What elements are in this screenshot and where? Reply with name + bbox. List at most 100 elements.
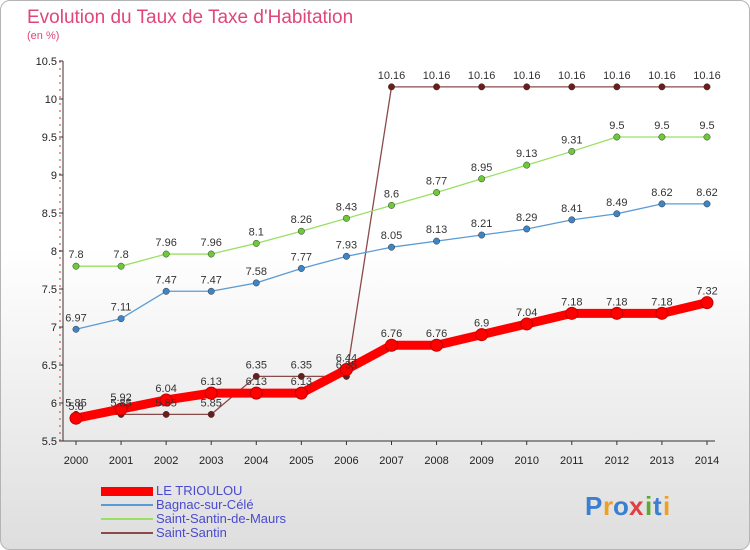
data-label: 6.97 [65,312,86,324]
x-tick-label: 2008 [424,455,448,467]
data-label: 8.62 [696,187,717,199]
data-point [72,325,80,333]
data-point [655,306,669,320]
data-label: 10.16 [468,70,496,82]
data-label: 6.76 [426,328,447,340]
legend-swatch [101,532,153,534]
data-label: 5.85 [155,397,176,409]
legend-label: Saint-Santin-de-Maurs [156,511,287,526]
y-tick-label: 5.5 [42,436,57,448]
data-point [297,227,305,235]
data-point [433,189,441,196]
data-point [478,175,486,183]
legend-swatch [101,504,153,506]
data-label: 7.58 [246,266,267,278]
y-tick-label: 8.5 [42,208,57,220]
svg-text:t: t [653,491,662,521]
data-label: 7.96 [201,237,222,249]
data-point [478,231,486,239]
x-tick-label: 2006 [334,455,358,467]
data-point [565,306,579,320]
data-point [297,265,305,272]
data-point [568,147,576,155]
data-point [568,83,576,91]
legend-swatch [101,518,153,520]
data-label: 9.13 [516,148,537,160]
data-label: 9.5 [699,120,714,132]
data-point [114,402,128,416]
y-tick-label: 6.5 [42,360,57,372]
svg-text:P: P [585,491,602,521]
x-tick-label: 2012 [605,455,629,467]
svg-text:i: i [645,491,652,521]
data-label: 7.18 [651,296,672,308]
data-label: 7.8 [113,249,128,261]
data-label: 6.76 [381,328,402,340]
data-label: 8.62 [651,187,672,199]
data-label: 7.8 [68,249,83,261]
data-label: 10.16 [603,70,631,82]
data-label: 8.41 [561,203,582,215]
data-point [339,363,353,377]
data-point [252,239,260,247]
data-point [610,306,624,320]
data-point [252,372,260,380]
data-point [69,411,83,425]
data-point [388,83,395,91]
data-point [388,201,395,209]
data-label: 6.04 [155,383,176,395]
data-label: 6.35 [246,359,267,371]
data-label: 8.6 [384,188,399,200]
data-label: 8.26 [291,214,312,226]
data-label: 8.95 [471,162,492,174]
legend-label: Bagnac-sur-Célé [156,497,254,512]
data-point [433,237,441,245]
data-label: 10.16 [558,70,586,82]
x-tick-label: 2004 [244,455,268,467]
data-label: 10.16 [693,70,721,82]
data-label: 5.85 [65,397,86,409]
data-point [207,287,215,295]
data-label: 6.13 [291,376,312,388]
data-label: 9.31 [561,134,582,146]
data-label: 8.21 [471,218,492,230]
data-point [700,296,714,310]
data-point [430,338,444,352]
x-tick-label: 2011 [560,455,584,467]
data-point [388,243,395,251]
data-label: 5.85 [110,397,131,409]
data-label: 7.96 [155,237,176,249]
y-tick-label: 9 [51,170,57,182]
data-label: 10.16 [423,70,451,82]
x-tick-label: 2009 [469,455,493,467]
x-tick-label: 2005 [289,455,313,467]
chart-title: Evolution du Taux de Taxe d'Habitation [27,7,354,28]
x-tick-label: 2001 [109,455,133,467]
data-point [658,133,666,141]
svg-text:x: x [629,491,644,521]
data-point [475,328,489,342]
data-label: 10.16 [648,70,676,82]
data-point [658,83,666,91]
data-point [520,317,534,331]
data-label: 7.47 [201,274,222,286]
data-label: 7.77 [291,251,312,263]
data-label: 6.35 [291,359,312,371]
data-point [703,200,711,208]
data-label: 6.44 [336,353,357,365]
data-point [159,393,173,407]
data-point [297,372,305,380]
data-point [433,83,441,91]
data-point [72,262,80,270]
data-label: 6.35 [336,359,357,371]
data-label: 7.47 [155,274,176,286]
data-point [703,83,711,91]
x-tick-label: 2002 [154,455,178,467]
svg-text:o: o [613,491,629,521]
data-label: 7.11 [111,302,132,314]
data-point [478,83,486,91]
legend-label: LE TRIOULOU [156,483,243,498]
legend-label: Saint-Santin [156,525,227,540]
